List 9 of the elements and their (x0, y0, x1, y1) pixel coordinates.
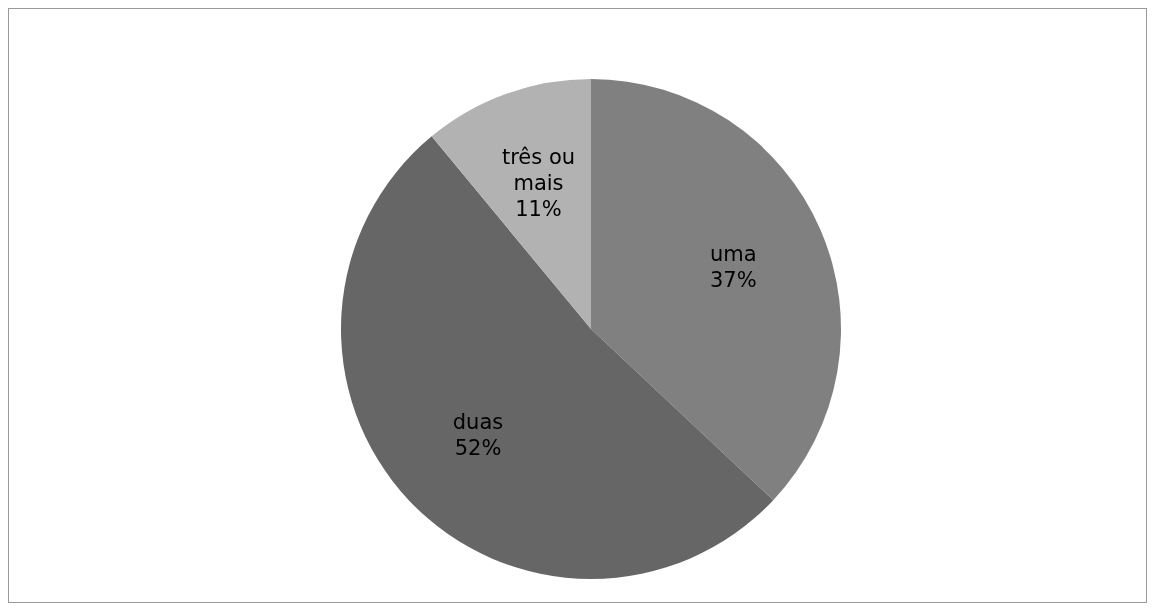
pie-slice (341, 136, 774, 579)
slice-label: duas (452, 410, 504, 435)
data-label: 37% (709, 268, 757, 293)
pie-slice (591, 79, 841, 501)
slice-label: uma (709, 242, 757, 267)
data-label: 52% (454, 436, 502, 461)
pie-slice (431, 79, 591, 329)
data-label: 11% (515, 197, 562, 222)
slice-label: três ou mais (501, 145, 576, 196)
